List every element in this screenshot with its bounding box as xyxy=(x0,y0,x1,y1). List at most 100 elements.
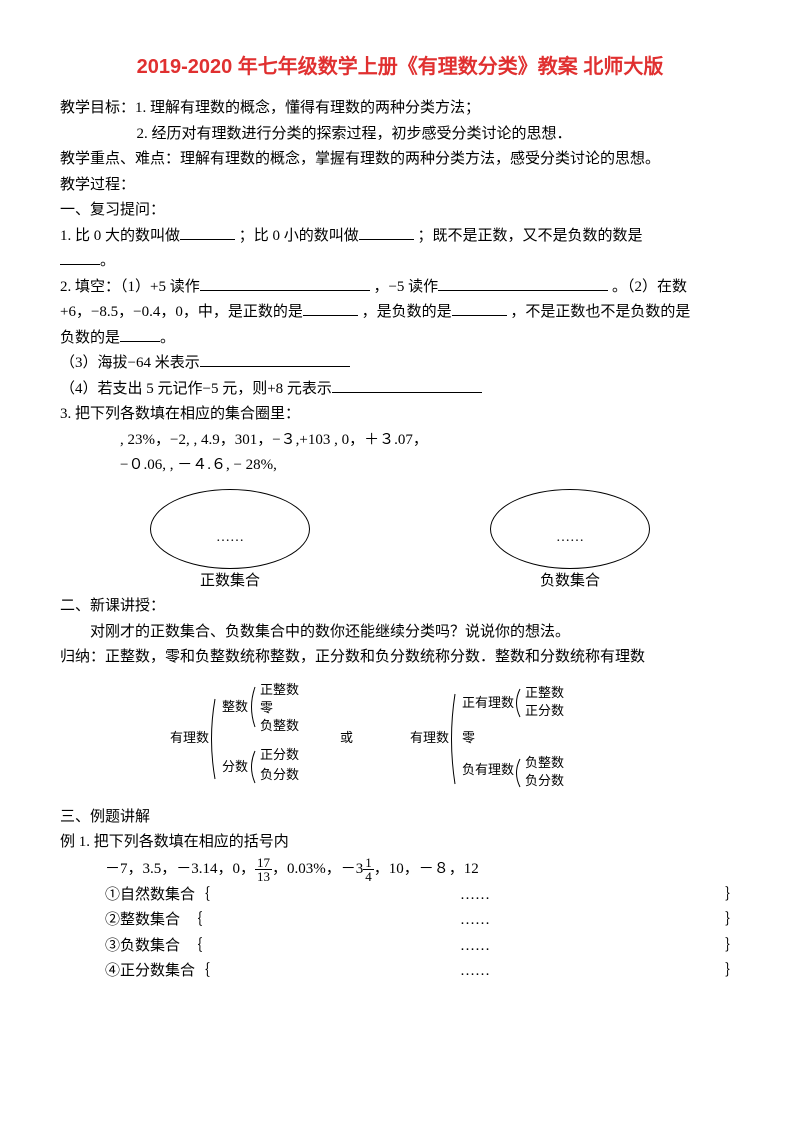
close-brace: ｝ xyxy=(725,883,740,909)
q2l2-c: ，不是正数也不是负数的是 xyxy=(510,304,690,320)
classification-trees: 有理数 整数 正整数 零 负整数 分数 正分数 负分数 或 有理数 正有理数 正… xyxy=(60,679,740,799)
q2-a: 2. 填空：（1）+5 读作 xyxy=(60,279,200,295)
q2: 2. 填空：（1）+5 读作 ，−5 读作 。（2）在数 xyxy=(60,275,740,301)
exnums-pre: －7，3.5，－3.14，0， xyxy=(105,860,255,876)
goals-line2: 2. 经历对有理数进行分类的探索过程，初步感受分类讨论的思想． xyxy=(60,122,740,148)
positive-ellipse[interactable]: …… xyxy=(150,489,310,569)
close-brace: ｝ xyxy=(725,908,740,934)
exset4-label: ④正分数集合｛ xyxy=(105,959,225,985)
positive-set-label: 正数集合 xyxy=(150,569,310,595)
tree-a3: 负整数 xyxy=(260,718,299,733)
blank[interactable] xyxy=(359,225,414,240)
q1-cont: 。 xyxy=(60,249,740,275)
frac-2-num: 1 xyxy=(363,856,374,870)
tree-b: 分数 xyxy=(222,759,248,774)
exnums-post: ，10，－８，12 xyxy=(374,860,479,876)
blank[interactable] xyxy=(332,378,482,393)
q4: （4）若支出 5 元记作−5 元，则+8 元表示 xyxy=(60,377,740,403)
q2l2-b: ，是负数的是 xyxy=(362,304,452,320)
q1: 1. 比 0 大的数叫做 ；比 0 小的数叫做 ；既不是正数，又不是负数的数是 xyxy=(60,224,740,250)
ellipsis: …… xyxy=(556,526,584,550)
tree-c: 正有理数 xyxy=(462,695,514,710)
ellipsis: …… xyxy=(216,526,244,550)
q1-a: 1. 比 0 大的数叫做 xyxy=(60,228,180,244)
blank[interactable] xyxy=(200,276,370,291)
exset-1: ①自然数集合｛……｝ xyxy=(105,883,740,909)
blank[interactable] xyxy=(200,352,350,367)
goals-line1: 教学目标：1. 理解有理数的概念，懂得有理数的两种分类方法； xyxy=(60,96,740,122)
q2-b: ，−5 读作 xyxy=(373,279,438,295)
numlist2: −０.06, , －４.６, − 28%, xyxy=(60,453,740,479)
tree-right: 有理数 正有理数 正整数 正分数 零 负有理数 负整数 负分数 xyxy=(410,679,630,799)
frac-1-den: 13 xyxy=(255,870,272,883)
ex1-nums: －7，3.5，－3.14，0，1713，0.03%，－314，10，－８，12 xyxy=(60,856,740,883)
tree-e: 负有理数 xyxy=(462,762,514,777)
q1-d: 。 xyxy=(100,253,115,269)
close-brace: ｝ xyxy=(725,934,740,960)
tree-c1: 正整数 xyxy=(525,685,564,700)
process-label: 教学过程： xyxy=(60,173,740,199)
goal-1: 1. 理解有理数的概念，懂得有理数的两种分类方法； xyxy=(135,100,480,116)
tree-e1: 负整数 xyxy=(525,755,564,770)
exset-4: ④正分数集合｛……｝ xyxy=(105,959,740,985)
tree-b2: 负分数 xyxy=(260,767,299,782)
sec2-question: 对刚才的正数集合、负数集合中的数你还能继续分类吗？说说你的想法。 xyxy=(60,620,740,646)
blank[interactable] xyxy=(60,250,100,265)
q1-b: ；比 0 小的数叫做 xyxy=(239,228,359,244)
ex1-title: 例 1. 把下列各数填在相应的括号内 xyxy=(60,830,740,856)
negative-ellipse[interactable]: …… xyxy=(490,489,650,569)
dots: …… xyxy=(225,883,725,909)
frac-1: 1713 xyxy=(255,856,272,883)
q2-line3: 负数的是。 xyxy=(60,326,740,352)
q2-line2: +6，−8.5，−0.4，0，中，是正数的是 ，是负数的是 ，不是正数也不是负数… xyxy=(60,300,740,326)
blank[interactable] xyxy=(452,301,507,316)
keypoint: 教学重点、难点：理解有理数的概念，掌握有理数的两种分类方法，感受分类讨论的思想。 xyxy=(60,147,740,173)
exset3-label: ③负数集合 ｛ xyxy=(105,934,225,960)
page-title: 2019-2020 年七年级数学上册《有理数分类》教案 北师大版 xyxy=(60,50,740,84)
section-2-title: 二、新课讲授： xyxy=(60,594,740,620)
tree-root: 有理数 xyxy=(170,730,209,745)
q2l2-a: +6，−8.5，−0.4，0，中，是正数的是 xyxy=(60,304,303,320)
exset1-label: ①自然数集合｛ xyxy=(105,883,225,909)
blank[interactable] xyxy=(303,301,358,316)
exset-3: ③负数集合 ｛……｝ xyxy=(105,934,740,960)
close-brace: ｝ xyxy=(725,959,740,985)
tree-a1: 正整数 xyxy=(260,682,299,697)
exset-2: ②整数集合 ｛……｝ xyxy=(105,908,740,934)
tree-e2: 负分数 xyxy=(525,773,564,788)
tree-d: 零 xyxy=(462,730,475,745)
dots: …… xyxy=(225,934,725,960)
q3-title: 3. 把下列各数填在相应的集合圈里： xyxy=(60,402,740,428)
tree-left: 有理数 整数 正整数 零 负整数 分数 正分数 负分数 或 xyxy=(170,679,370,799)
q2l2-d: 。 xyxy=(160,330,175,346)
blank[interactable] xyxy=(120,327,160,342)
numlist1: , 23%，−2, , 4.9，301，−３,+103 , 0，＋３.07， xyxy=(60,428,740,454)
blank[interactable] xyxy=(438,276,608,291)
frac-1-num: 17 xyxy=(255,856,272,870)
q4-text: （4）若支出 5 元记作−5 元，则+8 元表示 xyxy=(60,381,332,397)
dots: …… xyxy=(225,959,725,985)
q2-c: 。（2）在数 xyxy=(612,279,687,295)
guina: 归纳：正整数，零和负整数统称整数，正分数和负分数统称分数．整数和分数统称有理数 xyxy=(60,645,740,671)
tree-or: 或 xyxy=(340,730,353,745)
tree-b1: 正分数 xyxy=(260,747,299,762)
q3: （3）海拔−64 米表示 xyxy=(60,351,740,377)
negative-set-label: 负数集合 xyxy=(490,569,650,595)
frac-2: 14 xyxy=(363,856,374,883)
q1-c: ；既不是正数，又不是负数的数是 xyxy=(418,228,643,244)
blank[interactable] xyxy=(180,225,235,240)
goals-label: 教学目标： xyxy=(60,100,135,116)
positive-set: …… 正数集合 xyxy=(150,489,310,595)
exnums-mid: ，0.03%，－3 xyxy=(272,860,363,876)
section-3-title: 三、例题讲解 xyxy=(60,805,740,831)
exset2-label: ②整数集合 ｛ xyxy=(105,908,225,934)
sets-row: …… 正数集合 …… 负数集合 xyxy=(60,489,740,595)
q3-text: （3）海拔−64 米表示 xyxy=(60,355,200,371)
tree-root2: 有理数 xyxy=(410,730,449,745)
tree-a2: 零 xyxy=(260,700,273,715)
dots: …… xyxy=(225,908,725,934)
negative-set: …… 负数集合 xyxy=(490,489,650,595)
section-1-title: 一、复习提问： xyxy=(60,198,740,224)
frac-2-den: 4 xyxy=(363,870,374,883)
tree-a: 整数 xyxy=(222,699,248,714)
